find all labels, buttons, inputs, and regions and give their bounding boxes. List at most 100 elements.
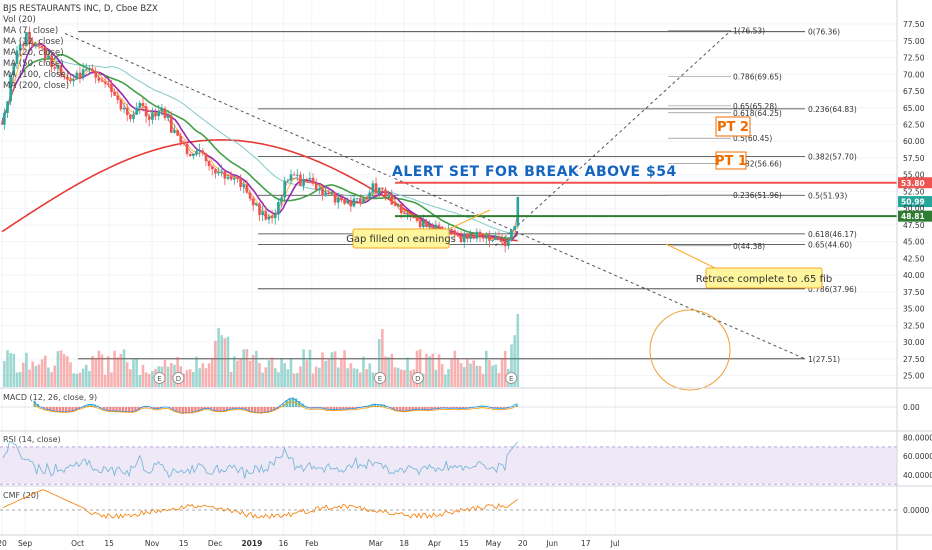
gap-callout-box <box>352 228 450 249</box>
price-pane[interactable]: 0(76.36) 0.236(64.83) 0.382(57.70) 0.5(51.9… <box>1 26 932 391</box>
macd-bar <box>490 407 493 408</box>
candle-body <box>469 235 472 239</box>
candle-body <box>50 55 53 68</box>
volume-bar <box>28 369 31 387</box>
macd-bar <box>131 407 134 413</box>
price-tick: 72.50 <box>903 54 925 63</box>
candle-body <box>72 79 75 82</box>
macd-bar <box>263 407 266 413</box>
volume-bar <box>66 356 69 387</box>
cmf-pane[interactable]: CMF (20) 0.0000 <box>0 489 929 520</box>
time-tick: Jun <box>545 539 558 548</box>
time-axis[interactable]: 20 Sep Oct 15 Nov 15 Dec 2019 16 Feb Mar 18 Apr 15 May… <box>0 539 620 548</box>
candle-body <box>352 198 356 207</box>
annotations: ALERT SET FOR BREAK ABOVE $54 PT 2 PT 1 … <box>346 116 832 289</box>
volume-bar <box>434 369 438 387</box>
volume-bar <box>396 367 400 387</box>
macd-bar <box>257 407 260 414</box>
candle-body <box>425 220 428 228</box>
candle-body <box>56 65 60 69</box>
rsi-tick: 60.0000 <box>903 452 932 461</box>
rsi-pane[interactable]: RSI (14, close) 80.0000 60.0000 40.0000 <box>0 434 932 485</box>
macd-bar <box>455 407 458 409</box>
price-tick: 67.50 <box>903 87 925 96</box>
fib-label: 0.236(64.83) <box>808 105 857 114</box>
price-tick: 30.00 <box>903 338 925 347</box>
time-tick: 20 <box>0 539 7 548</box>
macd-bar <box>90 403 93 407</box>
candle-body <box>346 200 349 204</box>
candle-body <box>258 203 261 216</box>
price-tag-label: 53.80 <box>901 179 925 188</box>
candle-body <box>516 196 520 227</box>
candle-body <box>491 240 494 242</box>
candle-body <box>132 114 135 119</box>
candle-body <box>415 218 419 221</box>
volume-bar <box>516 314 520 387</box>
macd-bar <box>250 407 254 413</box>
candle-body <box>264 211 268 220</box>
price-axis[interactable]: 77.50 75.00 72.50 70.00 67.50 65.00 62.50 60.00… <box>903 20 925 381</box>
volume-bar <box>500 357 504 387</box>
volume-bar <box>198 368 201 387</box>
candle-body <box>110 83 113 92</box>
volume-bar <box>403 370 406 387</box>
macd-bar <box>395 407 399 411</box>
fib-proj-label: 0.786(69.65) <box>733 73 782 82</box>
volume-bar <box>255 350 258 387</box>
candle-body <box>40 45 44 48</box>
price-tick: 62.50 <box>903 120 925 129</box>
volume-bar <box>513 335 516 387</box>
marker-circle <box>411 372 424 384</box>
retrace-callout-text: Retrace complete to .65 fib <box>696 274 832 285</box>
macd-bar <box>168 407 172 408</box>
ma100-line <box>1 58 518 234</box>
macd-bar <box>134 407 137 412</box>
macd-bar <box>351 407 355 409</box>
macd-bar <box>153 407 156 409</box>
macd-bar <box>254 407 257 413</box>
volume-bar <box>31 361 34 387</box>
macd-bar <box>439 407 443 409</box>
candle-body <box>302 179 305 186</box>
price-tag-box <box>898 196 932 208</box>
horizontal-levels[interactable]: 53.80 50.99 48.81 <box>395 177 932 222</box>
fib-retracement-projection[interactable]: 1(76.53) 0.786(69.65) 0.65(65.28)0.618(64.… <box>668 27 782 251</box>
macd-bar <box>373 403 377 407</box>
candle-body <box>374 183 378 194</box>
volume-bar <box>239 358 242 387</box>
candle-body <box>333 192 337 203</box>
candle-body <box>201 150 205 154</box>
chart-title: BJS RESTAURANTS INC, D, Cboe BZX <box>3 4 158 14</box>
pt1-label: PT 1 <box>715 154 747 169</box>
candle-body <box>321 188 324 196</box>
volume-bar <box>88 371 91 387</box>
volume-bar <box>349 363 353 387</box>
candle-body <box>409 213 412 215</box>
fib-label: 0.65(44.60) <box>808 240 852 249</box>
volume-bar <box>214 340 217 387</box>
cmf-title: CMF (20) <box>3 491 39 500</box>
macd-bar <box>417 407 421 410</box>
macd-bar <box>420 407 424 410</box>
volume-bar <box>510 344 513 387</box>
volume-bar <box>355 368 359 387</box>
macd-pane[interactable]: MACD (12, 26, close, 9) 0.00 <box>0 393 920 414</box>
volume-bar <box>9 353 12 387</box>
volume-bar <box>494 364 498 387</box>
candle-body <box>207 160 211 167</box>
volume-bar <box>418 349 422 387</box>
candle-body <box>53 67 57 69</box>
candle-body <box>286 180 290 182</box>
macd-bar <box>499 407 503 409</box>
volume-bar <box>207 363 211 387</box>
price-tick: 42.50 <box>903 254 925 263</box>
macd-bar <box>121 407 125 413</box>
macd-bar <box>370 404 373 407</box>
candle-body <box>255 203 258 206</box>
time-tick: 15 <box>104 539 114 548</box>
price-tick: 75.00 <box>903 37 925 46</box>
